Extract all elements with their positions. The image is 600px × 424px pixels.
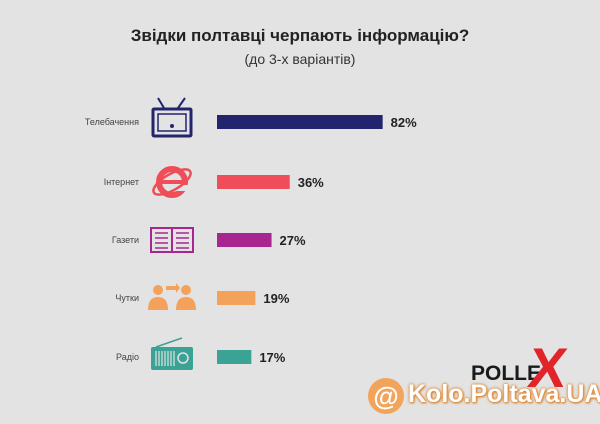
bar bbox=[217, 291, 256, 305]
bar bbox=[217, 233, 272, 247]
watermark: @ Kolo.Poltava.UA bbox=[368, 378, 600, 418]
newspaper-icon bbox=[150, 227, 194, 253]
radio-icon bbox=[151, 337, 193, 370]
at-sign-icon: @ bbox=[368, 378, 404, 414]
watermark-text: Kolo.Poltava.UA bbox=[408, 380, 600, 408]
internet-explorer-icon bbox=[152, 166, 192, 198]
value-label: 19% bbox=[263, 291, 289, 306]
category-label: Радіо bbox=[116, 352, 139, 362]
category-label: Телебачення bbox=[85, 117, 139, 127]
category-label: Газети bbox=[112, 235, 139, 245]
category-label: Інтернет bbox=[104, 177, 139, 187]
value-label: 27% bbox=[280, 233, 306, 248]
value-label: 17% bbox=[259, 350, 285, 365]
chart-title: Звідки полтавці черпають інформацію? bbox=[130, 26, 470, 45]
value-label: 36% bbox=[298, 175, 324, 190]
bar bbox=[217, 350, 252, 364]
bar bbox=[217, 175, 290, 189]
value-label: 82% bbox=[391, 115, 417, 130]
people-chat-icon bbox=[148, 283, 196, 310]
category-label: Чутки bbox=[115, 293, 139, 303]
chart-subtitle: (до 3-х варіантів) bbox=[244, 51, 356, 67]
bar bbox=[217, 115, 383, 129]
tv-icon bbox=[151, 97, 193, 138]
pollex-logo-text: POLLE bbox=[471, 362, 542, 385]
